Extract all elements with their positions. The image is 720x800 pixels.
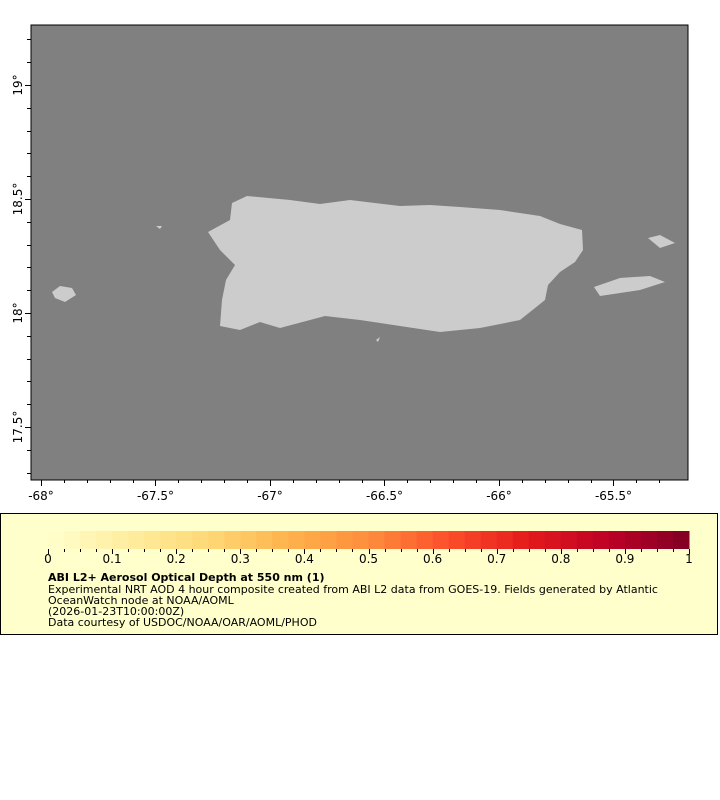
colorbar-label: 0.1 [102, 552, 122, 566]
colorbar-label: 0.8 [551, 552, 571, 566]
lon-label: -67.5° [137, 489, 174, 503]
colorbar-segment [512, 531, 530, 549]
lat-label: 17.5° [11, 411, 25, 444]
colorbar-segment [304, 531, 321, 549]
colorbar-segment [352, 531, 369, 549]
colorbar-segment [640, 531, 658, 549]
puerto-rico-main-island [208, 196, 583, 332]
colorbar-label: 0.9 [615, 552, 635, 566]
colorbar-segment [80, 531, 97, 549]
colorbar-label: 0 [44, 552, 52, 566]
colorbar-segment [288, 531, 305, 549]
colorbar-segment [128, 531, 145, 549]
colorbar-segment [496, 531, 514, 549]
desecheo-island [156, 226, 162, 229]
caja-de-muertos-island [376, 337, 380, 342]
legend-time: (2026-01-23T10:00:00Z) [48, 605, 185, 618]
colorbar-segment [208, 531, 225, 549]
colorbar-segment [64, 531, 81, 549]
colorbar-label: 1 [685, 552, 693, 566]
lon-label: -65.5° [595, 489, 632, 503]
colorbar-segment [320, 531, 337, 549]
lon-label: -66° [486, 489, 512, 503]
lat-label: 18° [11, 302, 25, 323]
colorbar-segment [464, 531, 482, 549]
colorbar-segment [656, 531, 674, 549]
legend-description-1: Experimental NRT AOD 4 hour composite cr… [48, 583, 658, 596]
map-plot: 19° 18.5° 18° 17.5° -68° -67.5° -67° -66.5° -66°… [11, 24, 689, 503]
colorbar-segment [160, 531, 177, 549]
colorbar-segment [256, 531, 273, 549]
colorbar-label: 0.5 [358, 552, 379, 566]
lon-label: -68° [28, 489, 54, 503]
colorbar-segment [560, 531, 578, 549]
colorbar-segment [576, 531, 594, 549]
colorbar-segment [400, 531, 418, 549]
colorbar-label: 0.2 [166, 552, 186, 566]
colorbar-label: 0.7 [487, 552, 507, 566]
colorbar-segment [592, 531, 610, 549]
colorbar-segment [144, 531, 161, 549]
colorbar-segment [336, 531, 353, 549]
colorbar-label: 0.4 [294, 552, 314, 566]
colorbar-segment [448, 531, 466, 549]
lat-label: 19° [11, 74, 25, 95]
legend-credit: Data courtesy of USDOC/NOAA/OAR/AOML/PHO… [48, 616, 317, 629]
colorbar-segment [224, 531, 241, 549]
colorbar-segment [192, 531, 209, 549]
culebra-island [648, 235, 675, 248]
lon-label: -66.5° [366, 489, 403, 503]
colorbar-segment [48, 531, 65, 549]
colorbar-label: 0.3 [230, 552, 250, 566]
colorbar-segment [480, 531, 498, 549]
lat-label: 18.5° [11, 183, 25, 216]
lon-label: -67° [257, 489, 283, 503]
legend-title: ABI L2+ Aerosol Optical Depth at 550 nm … [48, 571, 325, 584]
vieques-island [594, 276, 665, 296]
colorbar-segment [384, 531, 402, 549]
legend-panel: 0 0.1 0.2 0.3 0.4 0.5 0.6 0.7 0.8 0.9 1 ABI L2+ Ae… [0, 513, 718, 635]
legend-description-2: OceanWatch node at NOAA/AOML [48, 594, 234, 607]
colorbar [48, 531, 690, 554]
colorbar-segment [240, 531, 257, 549]
colorbar-segment [672, 531, 690, 549]
colorbar-label: 0.6 [423, 552, 443, 566]
colorbar-segment [368, 531, 386, 549]
colorbar-segment [432, 531, 450, 549]
mona-island [52, 286, 76, 302]
axis-ticks [25, 39, 660, 486]
colorbar-segment [272, 531, 289, 549]
colorbar-segment [624, 531, 642, 549]
colorbar-segment [416, 531, 434, 549]
colorbar-segment [528, 531, 546, 549]
colorbar-segment [608, 531, 626, 549]
colorbar-segment [544, 531, 562, 549]
colorbar-segment [176, 531, 193, 549]
colorbar-segment [96, 531, 113, 549]
colorbar-segment [112, 531, 129, 549]
land [52, 196, 675, 342]
